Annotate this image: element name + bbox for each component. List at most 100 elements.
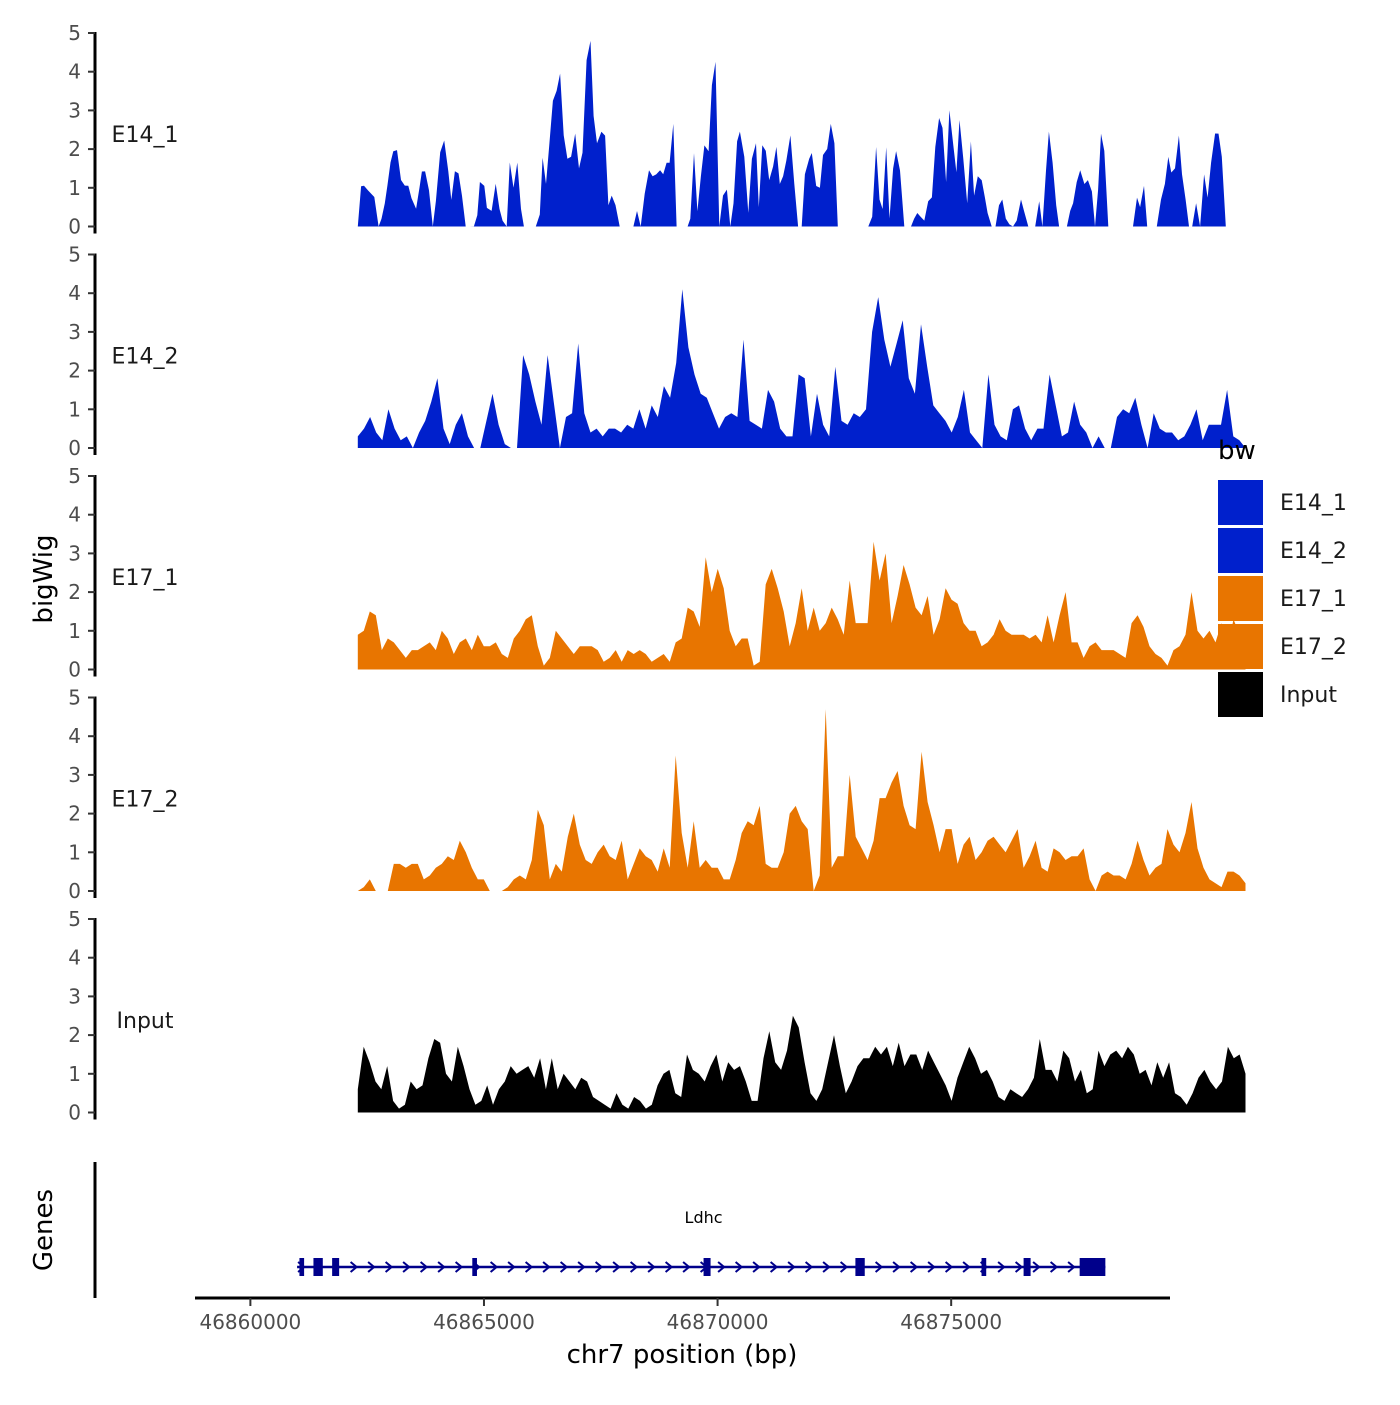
strand-arrow <box>612 1261 621 1273</box>
track-label-Input: Input <box>117 1009 174 1034</box>
legend: bw E14_1 E14_2 E17_1 E17_2 Input <box>1218 436 1347 717</box>
strand-arrow <box>454 1261 464 1273</box>
legend-label-E14_1: E14_1 <box>1280 491 1347 516</box>
legend-label-E17_2: E17_2 <box>1280 635 1347 660</box>
y-tick-label-E17_1-2: 2 <box>68 580 81 604</box>
legend-label-E14_2: E14_2 <box>1280 539 1347 564</box>
strand-arrow <box>1049 1261 1059 1273</box>
y-tick-label-E14_2-3: 3 <box>68 320 81 344</box>
y-tick-label-Input-3: 3 <box>68 984 81 1008</box>
strand-arrow <box>384 1261 394 1273</box>
signal-area-E17_2 <box>357 709 1246 891</box>
y-tick-label-E14_1-4: 4 <box>68 60 81 84</box>
x-tick-label-46860000: 46860000 <box>199 1310 301 1334</box>
y-tick-label-E17_2-5: 5 <box>68 686 81 710</box>
y-tick-label-E14_2-1: 1 <box>68 397 81 421</box>
strand-arrow <box>927 1261 936 1273</box>
strand-arrow <box>1032 1261 1041 1273</box>
genes-track-title: Genes <box>29 1189 59 1271</box>
y-tick-label-E14_1-0: 0 <box>68 215 81 239</box>
strand-arrow <box>769 1261 779 1273</box>
y-axis-title: bigWig <box>29 534 59 623</box>
y-tick-label-Input-1: 1 <box>68 1062 81 1086</box>
signal-area-E14_1 <box>357 40 1246 227</box>
gene-exon-8 <box>1023 1258 1031 1276</box>
y-tick-label-E17_2-4: 4 <box>68 724 81 748</box>
gene-exon-7 <box>981 1258 987 1276</box>
legend-swatch-Input <box>1218 672 1263 717</box>
strand-arrow <box>647 1261 656 1273</box>
track-panel-Input: 0 1 2 3 4 5 Input <box>68 907 1246 1125</box>
y-tick-label-E14_2-2: 2 <box>68 359 81 383</box>
strand-arrow <box>717 1261 726 1273</box>
strand-arrow <box>542 1261 551 1273</box>
y-tick-label-E17_2-3: 3 <box>68 763 81 787</box>
strand-arrow <box>874 1261 884 1273</box>
strand-arrow <box>752 1261 761 1273</box>
y-tick-label-E17_2-0: 0 <box>68 879 81 903</box>
strand-arrow <box>349 1261 359 1273</box>
y-tick-label-E17_1-0: 0 <box>68 658 81 682</box>
y-tick-label-Input-2: 2 <box>68 1023 81 1047</box>
signal-area-Input <box>357 1015 1246 1113</box>
legend-label-Input: Input <box>1280 683 1337 708</box>
strand-arrow <box>734 1261 744 1273</box>
y-tick-label-E14_1-1: 1 <box>68 176 81 200</box>
y-tick-label-Input-4: 4 <box>68 946 81 970</box>
track-panel-E14_2: 0 1 2 3 4 5 E14_2 <box>68 243 1246 460</box>
strand-arrow <box>664 1261 674 1273</box>
x-tick-label-46870000: 46870000 <box>667 1310 769 1334</box>
strand-arrow <box>577 1261 586 1273</box>
y-tick-label-E17_1-3: 3 <box>68 541 81 565</box>
strand-arrow <box>804 1261 814 1273</box>
y-tick-label-E14_2-0: 0 <box>68 436 81 460</box>
signal-area-E17_1 <box>357 541 1246 670</box>
gene-exon-6 <box>855 1258 865 1276</box>
strand-arrow <box>839 1261 849 1273</box>
strand-arrow <box>524 1261 534 1273</box>
y-tick-label-Input-0: 0 <box>68 1101 81 1125</box>
track-label-E17_1: E17_1 <box>112 566 179 591</box>
gene-exon-4 <box>472 1258 477 1276</box>
strand-arrow <box>892 1261 901 1273</box>
strand-arrow <box>629 1261 639 1273</box>
strand-arrow <box>419 1261 429 1273</box>
strand-arrow <box>944 1261 954 1273</box>
strand-arrow <box>437 1261 446 1273</box>
y-tick-label-E14_1-5: 5 <box>68 21 81 45</box>
gene-label-Ldhc: Ldhc <box>685 1208 723 1227</box>
strand-arrow <box>787 1261 796 1273</box>
gene-exon-9 <box>1079 1258 1106 1276</box>
strand-arrow <box>594 1261 604 1273</box>
signal-area-E14_2 <box>357 289 1246 448</box>
strand-arrow <box>489 1261 499 1273</box>
y-tick-label-E14_2-4: 4 <box>68 281 81 305</box>
y-tick-label-E17_1-5: 5 <box>68 464 81 488</box>
track-label-E14_1: E14_1 <box>112 123 179 148</box>
legend-title: bw <box>1218 436 1256 466</box>
track-label-E17_2: E17_2 <box>112 788 179 813</box>
x-tick-label-46865000: 46865000 <box>433 1310 535 1334</box>
gene-exon-5 <box>703 1258 711 1276</box>
gene-exon-2 <box>313 1258 323 1276</box>
x-axis-title: chr7 position (bp) <box>567 1340 798 1370</box>
gene-exon-1 <box>299 1258 305 1276</box>
track-panel-E17_2: 0 1 2 3 4 5 E17_2 <box>68 686 1246 903</box>
legend-label-E17_1: E17_1 <box>1280 587 1347 612</box>
y-tick-label-E17_2-1: 1 <box>68 840 81 864</box>
signal-tracks: 0 1 2 3 4 5 E14_1 0 1 2 3 4 5 E14_2 0 1 2 3 4 5 E17_1 0 1 2 3 4 5 E… <box>29 21 1246 1125</box>
y-tick-label-E17_1-1: 1 <box>68 619 81 643</box>
strand-arrow <box>402 1261 411 1273</box>
strand-arrow <box>822 1261 831 1273</box>
y-tick-label-E17_1-4: 4 <box>68 503 81 527</box>
legend-swatch-E17_2 <box>1218 624 1263 669</box>
track-panel-E14_1: 0 1 2 3 4 5 E14_1 <box>68 21 1246 239</box>
track-panel-E17_1: 0 1 2 3 4 5 E17_1 <box>68 464 1246 682</box>
legend-swatch-E14_2 <box>1218 528 1263 573</box>
y-tick-label-E14_2-5: 5 <box>68 243 81 267</box>
strand-arrow <box>507 1261 516 1273</box>
legend-swatch-E17_1 <box>1218 576 1263 621</box>
legend-swatch-E14_1 <box>1218 480 1263 525</box>
